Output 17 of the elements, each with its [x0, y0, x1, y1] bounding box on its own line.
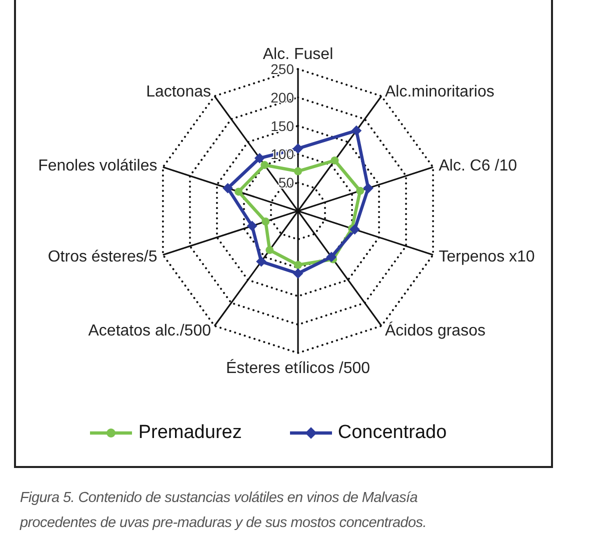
spoke-label: Lactonas [146, 83, 212, 100]
spoke-label: Fenoles volátiles [38, 157, 158, 174]
text: Figura 5. Contenido de sustancias volátiles en vinos de Malvasía procedentes de uvas pre-maduras y de sus mostos concentrados. [20, 489, 428, 533]
spoke-label: Acetatos alc./500 [88, 322, 212, 340]
y-tick-label: 200 [270, 89, 294, 106]
legend-label: Concentrado [338, 422, 447, 444]
spoke-label: Alc. Fusel [262, 46, 334, 63]
spoke-label: Alc. C6 /10 [438, 157, 518, 174]
spoke-label: Otros ésteres/5 [48, 248, 158, 266]
y-tick-label: 150 [270, 118, 294, 134]
spoke-label: Ésteres etílicos /500 [226, 359, 370, 377]
spoke-label: Terpenos x10 [438, 248, 535, 266]
spoke-label: Alc.minoritarios [384, 83, 494, 100]
legend-label: Premadurez [138, 422, 242, 444]
y-tick-label: 50 [278, 174, 294, 191]
spoke-label: Ácidos grasos [384, 322, 486, 340]
y-tick-label: 250 [270, 61, 294, 77]
